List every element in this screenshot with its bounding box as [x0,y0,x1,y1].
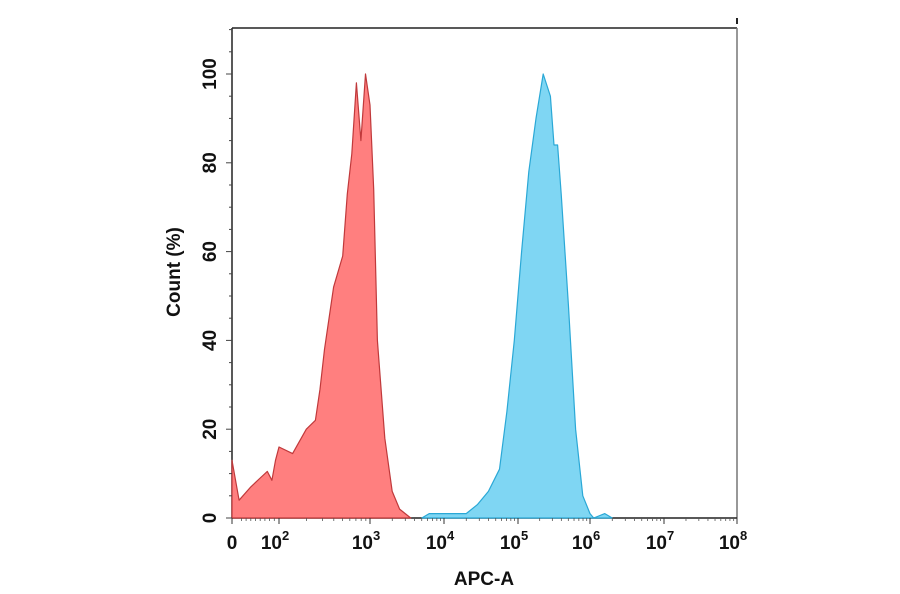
y-tick-label: 20 [200,419,221,440]
x-tick-label: 104 [426,528,455,554]
x-axis: 0 102 103 104 105 106 107 108 [227,518,747,554]
y-tick-label: 0 [200,513,221,524]
y-tick-label: 80 [200,152,221,173]
y-axis: 0 20 40 60 80 100 [200,29,232,524]
control-histogram [231,73,412,519]
x-tick-label: 102 [261,528,289,554]
y-tick-label: 40 [200,330,221,351]
sample-histogram [421,73,613,519]
x-tick-label: 106 [572,528,600,554]
x-tick-label: 108 [719,528,747,554]
x-tick-label: 105 [500,528,528,554]
y-tick-label: 100 [200,58,221,90]
histogram-series [231,73,613,519]
x-tick-label: 107 [646,528,674,554]
x-tick-label: 103 [352,528,380,554]
x-tick-label: 0 [227,533,238,554]
y-tick-label: 60 [200,241,221,262]
y-axis-title: Count (%) [164,227,185,317]
corner-mark [736,18,738,24]
x-axis-title: APC-A [454,569,514,590]
